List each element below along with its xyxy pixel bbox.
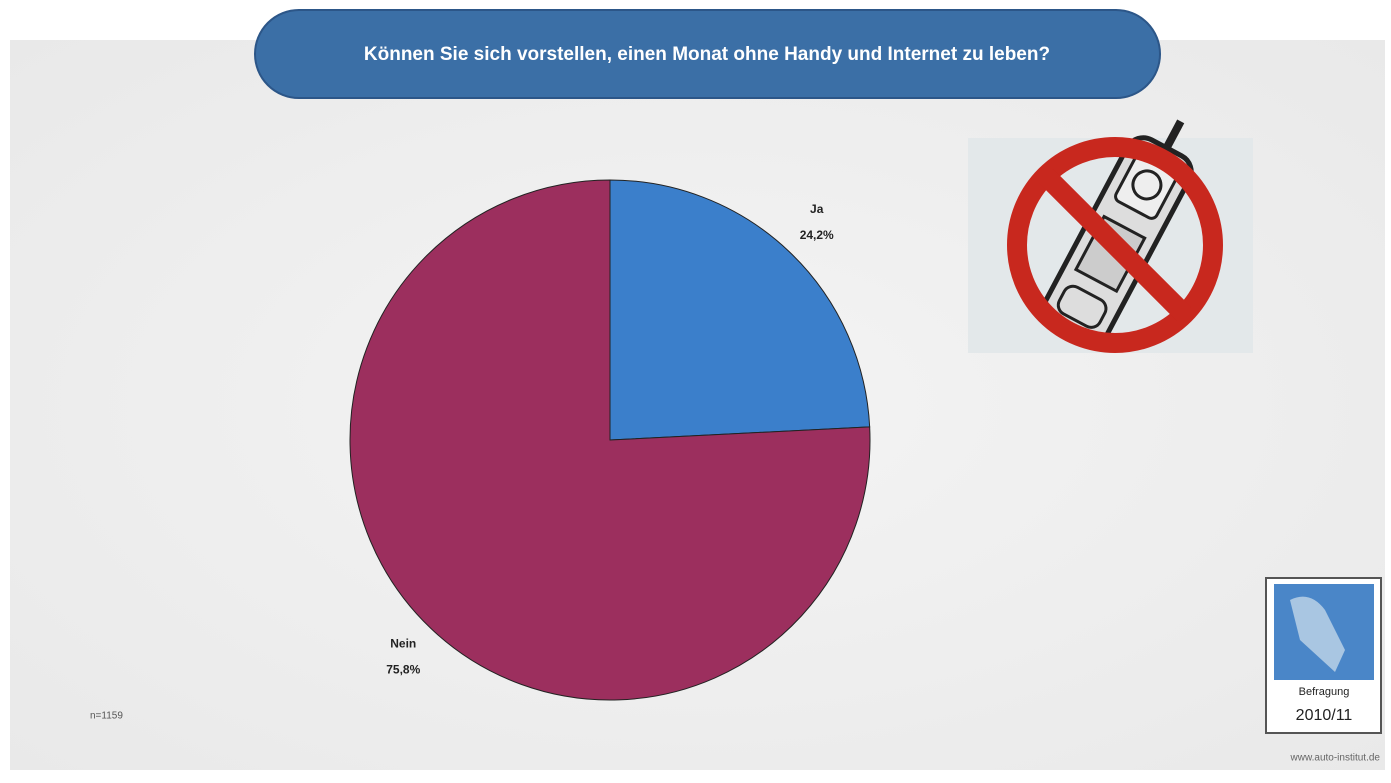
sample-note: n=1159 [90,711,123,722]
source: www.auto-institut.de [1290,753,1381,764]
value-label: 24,2% [800,228,834,242]
slice-label: Nein [390,637,416,651]
badge-label: Befragung [1299,686,1350,698]
no-phone-icon [968,119,1253,353]
chart-title: Können Sie sich vorstellen, einen Monat … [364,44,1050,65]
badge-period: 2010/11 [1296,707,1353,724]
title-pill [254,9,1161,99]
slice-label: Ja [810,202,824,216]
value-label: 75,8% [386,663,420,677]
pie-slice [349,179,871,701]
pie-slice [609,179,871,441]
survey-badge: Befragung 2010/11 [1265,577,1382,734]
